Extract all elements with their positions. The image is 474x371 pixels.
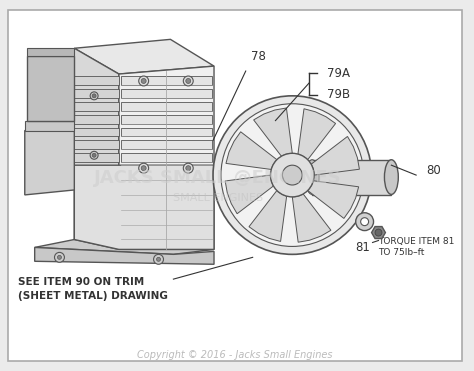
Polygon shape — [74, 140, 119, 150]
Circle shape — [271, 153, 314, 197]
Circle shape — [186, 166, 191, 171]
Polygon shape — [121, 115, 212, 124]
Text: 78: 78 — [251, 50, 265, 63]
Polygon shape — [121, 76, 212, 85]
Polygon shape — [254, 108, 292, 156]
Circle shape — [186, 79, 191, 83]
Polygon shape — [298, 109, 336, 160]
Circle shape — [283, 165, 302, 185]
Text: 79A: 79A — [327, 66, 350, 79]
Polygon shape — [35, 240, 214, 255]
Polygon shape — [27, 56, 74, 121]
Polygon shape — [74, 39, 214, 74]
Text: JACKS SMALL @ENGINES: JACKS SMALL @ENGINES — [94, 169, 342, 187]
Text: 79B: 79B — [327, 88, 350, 101]
Polygon shape — [74, 128, 119, 137]
Polygon shape — [119, 66, 214, 249]
Polygon shape — [311, 137, 359, 175]
Polygon shape — [121, 102, 212, 111]
Circle shape — [183, 76, 193, 86]
Polygon shape — [308, 181, 359, 219]
Circle shape — [356, 213, 374, 231]
Polygon shape — [35, 247, 214, 264]
Polygon shape — [121, 89, 212, 98]
Polygon shape — [292, 194, 331, 242]
Circle shape — [90, 92, 98, 100]
Text: 80: 80 — [426, 164, 441, 177]
Polygon shape — [121, 128, 212, 137]
Bar — [312, 160, 392, 195]
Polygon shape — [74, 89, 119, 98]
Circle shape — [183, 163, 193, 173]
Circle shape — [55, 252, 64, 262]
Circle shape — [154, 255, 164, 264]
Text: 81: 81 — [355, 241, 370, 254]
Polygon shape — [226, 132, 277, 170]
Circle shape — [57, 255, 62, 259]
Polygon shape — [74, 153, 119, 162]
Circle shape — [375, 229, 382, 236]
Ellipse shape — [305, 160, 319, 194]
Polygon shape — [121, 140, 212, 150]
Circle shape — [213, 96, 372, 255]
Circle shape — [92, 94, 96, 98]
Polygon shape — [74, 48, 119, 249]
Polygon shape — [25, 121, 74, 131]
Polygon shape — [25, 131, 74, 195]
Circle shape — [90, 151, 98, 159]
Polygon shape — [74, 76, 119, 85]
Ellipse shape — [384, 160, 398, 194]
Circle shape — [156, 257, 161, 261]
Text: SMALL ENGINES: SMALL ENGINES — [173, 193, 263, 203]
Circle shape — [139, 163, 149, 173]
Circle shape — [221, 104, 364, 246]
Polygon shape — [74, 102, 119, 111]
Circle shape — [141, 166, 146, 171]
Circle shape — [141, 79, 146, 83]
Text: SEE ITEM 90 ON TRIM: SEE ITEM 90 ON TRIM — [18, 277, 144, 287]
Polygon shape — [225, 175, 273, 214]
Polygon shape — [74, 165, 214, 249]
Circle shape — [139, 76, 149, 86]
Text: TO 75lb–ft: TO 75lb–ft — [379, 248, 425, 257]
Polygon shape — [121, 153, 212, 162]
Polygon shape — [74, 115, 119, 124]
Polygon shape — [27, 48, 74, 56]
Circle shape — [92, 153, 96, 157]
Polygon shape — [249, 191, 287, 242]
Text: TORQUE ITEM 81: TORQUE ITEM 81 — [379, 237, 455, 246]
Circle shape — [361, 218, 369, 226]
Text: Copyright © 2016 - Jacks Small Engines: Copyright © 2016 - Jacks Small Engines — [137, 351, 333, 360]
Text: (SHEET METAL) DRAWING: (SHEET METAL) DRAWING — [18, 291, 168, 301]
Polygon shape — [372, 227, 385, 239]
